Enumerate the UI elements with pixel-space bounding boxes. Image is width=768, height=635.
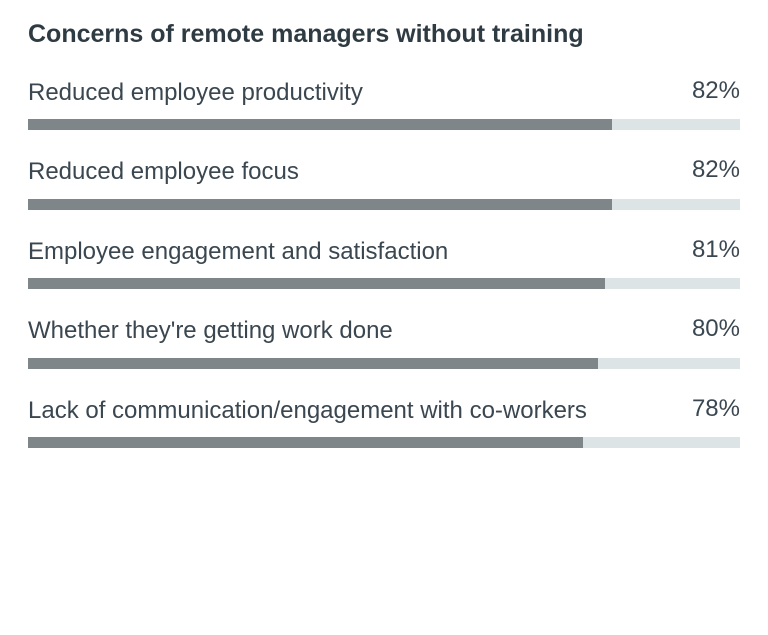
bar-labels: Lack of communication/engagement with co… bbox=[28, 395, 740, 427]
bar-value: 81% bbox=[692, 236, 740, 264]
chart-title: Concerns of remote managers without trai… bbox=[28, 20, 740, 49]
bar-label: Reduced employee focus bbox=[28, 156, 680, 188]
bar-label: Lack of communication/engagement with co… bbox=[28, 395, 680, 427]
bar-value: 78% bbox=[692, 395, 740, 423]
bar-track bbox=[28, 358, 740, 369]
bar-row: Reduced employee productivity 82% bbox=[28, 77, 740, 130]
bar-value: 82% bbox=[692, 156, 740, 184]
bar-row: Reduced employee focus 82% bbox=[28, 156, 740, 209]
bar-label: Whether they're getting work done bbox=[28, 315, 680, 347]
bar-fill bbox=[28, 278, 605, 289]
bar-track bbox=[28, 437, 740, 448]
bar-label: Employee engagement and satisfaction bbox=[28, 236, 680, 268]
bar-chart: Reduced employee productivity82%Reduced … bbox=[28, 77, 740, 448]
bar-row: Whether they're getting work done 80% bbox=[28, 315, 740, 368]
bar-fill bbox=[28, 437, 583, 448]
bar-value: 80% bbox=[692, 315, 740, 343]
bar-labels: Reduced employee focus 82% bbox=[28, 156, 740, 188]
bar-fill bbox=[28, 358, 598, 369]
bar-track bbox=[28, 119, 740, 130]
bar-track bbox=[28, 278, 740, 289]
bar-track bbox=[28, 199, 740, 210]
bar-labels: Whether they're getting work done 80% bbox=[28, 315, 740, 347]
bar-labels: Employee engagement and satisfaction 81% bbox=[28, 236, 740, 268]
bar-row: Lack of communication/engagement with co… bbox=[28, 395, 740, 448]
bar-fill bbox=[28, 119, 612, 130]
bar-labels: Reduced employee productivity 82% bbox=[28, 77, 740, 109]
bar-label: Reduced employee productivity bbox=[28, 77, 680, 109]
bar-row: Employee engagement and satisfaction 81% bbox=[28, 236, 740, 289]
bar-fill bbox=[28, 199, 612, 210]
bar-value: 82% bbox=[692, 77, 740, 105]
